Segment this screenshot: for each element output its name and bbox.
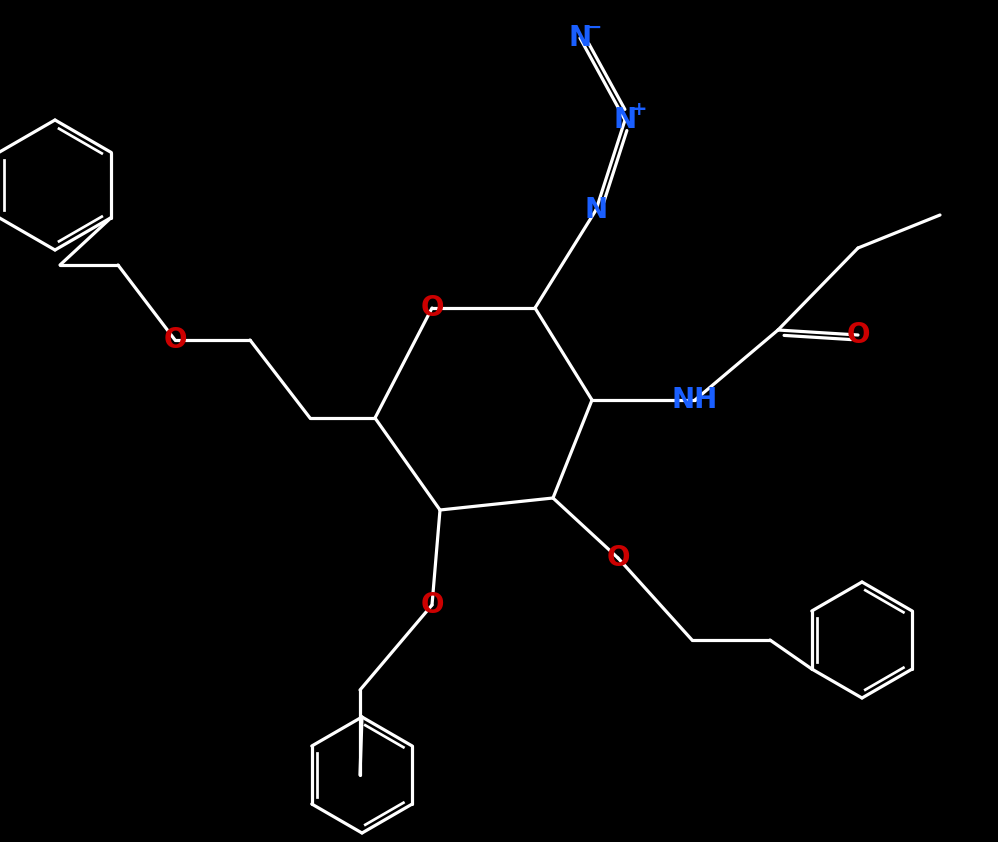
Text: N: N xyxy=(569,24,592,52)
Text: NH: NH xyxy=(672,386,719,414)
Text: O: O xyxy=(164,326,187,354)
Text: N: N xyxy=(585,196,608,224)
Text: O: O xyxy=(420,591,444,619)
Text: O: O xyxy=(606,544,630,572)
Text: +: + xyxy=(631,99,648,119)
Text: N: N xyxy=(614,106,637,134)
Text: −: − xyxy=(586,18,602,36)
Text: O: O xyxy=(420,294,444,322)
Text: O: O xyxy=(846,321,869,349)
